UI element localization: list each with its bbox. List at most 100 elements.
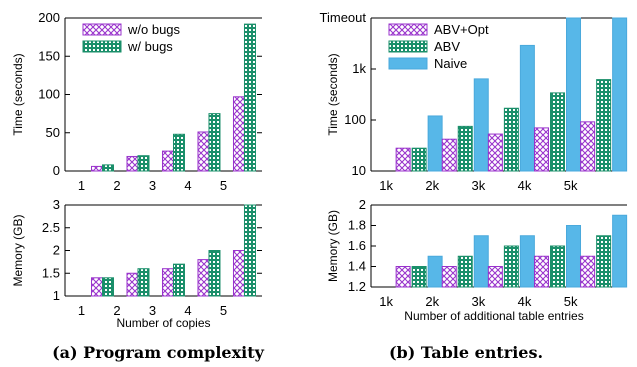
bar-dots: [101, 277, 114, 297]
legend-swatch: [82, 40, 122, 53]
bar-solid: [473, 235, 489, 288]
bar-cross: [580, 255, 596, 288]
legend-swatch: [82, 23, 122, 36]
bar-cross: [487, 133, 503, 172]
x-tick-label: 1k: [379, 178, 393, 193]
bar-dots: [503, 107, 519, 172]
bar-solid: [427, 115, 443, 172]
bar-dots: [550, 245, 566, 288]
bar-dots: [550, 92, 566, 172]
bar-cross: [197, 259, 210, 297]
bar-dots: [243, 204, 256, 297]
y-tick-label: 1.5: [42, 265, 60, 280]
bar-cross: [126, 155, 139, 172]
chart-time-vs-copies: 0 50 100 150 200 Time (seconds) 1 2 3 4 5 w/o bugs w…: [11, 10, 262, 193]
bar-solid: [566, 17, 582, 172]
x-tick-label: 1k: [379, 294, 393, 309]
x-tick-label: 5: [220, 303, 227, 318]
x-tick-label: 1: [78, 178, 85, 193]
x-tick-label: 4k: [518, 178, 532, 193]
bar-dots: [243, 23, 256, 172]
y-tick-label: 150: [38, 48, 60, 63]
y-tick-label: 100: [344, 112, 366, 127]
bar-cross: [161, 268, 174, 297]
x-tick-label: 3k: [472, 294, 486, 309]
y-tick-label: 3: [53, 197, 60, 212]
x-tick-label: 5k: [564, 294, 578, 309]
bar-cross: [90, 277, 103, 297]
y-tick-label: 2: [359, 197, 366, 212]
bar-solid: [519, 44, 535, 172]
bar-dots: [172, 133, 185, 172]
caption-left: (a) Program complexity: [52, 343, 264, 362]
x-axis-label: Number of additional table entries: [404, 309, 583, 323]
bar-dots: [457, 255, 473, 288]
bar-cross: [161, 150, 174, 172]
x-tick-label: 4: [184, 303, 191, 318]
x-tick-label: 1: [78, 303, 85, 318]
bar-solid: [519, 235, 535, 288]
y-tick-label: Timeout: [320, 10, 367, 25]
x-tick-label: 2: [113, 303, 120, 318]
y-tick-label: 2.5: [42, 220, 60, 235]
y-tick-label: 0: [53, 163, 60, 178]
bar-dots: [457, 125, 473, 172]
x-tick-label: 3: [149, 303, 156, 318]
y-tick-label: 1.4: [348, 259, 366, 274]
bar-cross: [534, 255, 550, 288]
legend-label: w/o bugs: [127, 22, 181, 37]
x-tick-label: 3: [149, 178, 156, 193]
bar-dots: [411, 266, 427, 288]
bar-solid: [612, 17, 628, 172]
bar-dots: [137, 155, 150, 172]
bar-cross: [232, 250, 245, 297]
legend-label: Naive: [434, 56, 467, 71]
bar-dots: [137, 268, 150, 297]
bar-cross: [197, 131, 210, 172]
bar-cross: [441, 138, 457, 172]
bar-dots: [503, 245, 519, 288]
bar-cross: [487, 266, 503, 288]
y-tick-label: 2: [53, 243, 60, 258]
bar-cross: [90, 165, 103, 172]
bar-solid: [566, 225, 582, 288]
bar-dots: [208, 250, 221, 297]
x-tick-label: 5k: [564, 178, 578, 193]
bar-dots: [101, 164, 114, 172]
bar-dots: [172, 263, 185, 297]
y-axis-label: Time (seconds): [11, 53, 25, 135]
y-axis-label: Memory (GB): [326, 210, 340, 282]
bar-cross: [395, 266, 411, 288]
bar-cross: [395, 147, 411, 172]
legend-label: ABV+Opt: [434, 22, 489, 37]
legend-label: ABV: [434, 39, 460, 54]
y-tick-label: 100: [38, 87, 60, 102]
y-tick-label: 1.8: [348, 218, 366, 233]
bar-cross: [580, 121, 596, 172]
y-axis-label: Memory (GB): [11, 214, 25, 286]
bar-cross: [441, 266, 457, 288]
y-tick-label: 1: [53, 288, 60, 303]
bar-cross: [534, 127, 550, 172]
y-tick-label: 10: [352, 163, 366, 178]
legend-label: w/ bugs: [127, 39, 173, 54]
x-tick-label: 3k: [472, 178, 486, 193]
chart-memory-vs-entries: 1.2 1.4 1.6 1.8 2 Memory (GB) 1k 2k 3k 4k 5kNumber…: [326, 197, 628, 323]
bar-solid: [612, 214, 628, 288]
legend-swatch: [388, 23, 428, 36]
y-tick-label: 1.6: [348, 238, 366, 253]
x-tick-label: 4k: [518, 294, 532, 309]
x-axis-label: Number of copies: [116, 316, 210, 330]
legend-swatch: [388, 57, 428, 70]
x-tick-label: 5: [220, 178, 227, 193]
y-tick-label: 200: [38, 10, 60, 25]
caption-right: (b) Table entries.: [389, 343, 543, 362]
legend-swatch: [388, 40, 428, 53]
y-tick-label: 1.2: [348, 279, 366, 294]
x-tick-label: 4: [184, 178, 191, 193]
x-tick-label: 2k: [425, 294, 439, 309]
bar-dots: [411, 147, 427, 172]
bar-solid: [427, 255, 443, 288]
bar-dots: [208, 113, 221, 172]
